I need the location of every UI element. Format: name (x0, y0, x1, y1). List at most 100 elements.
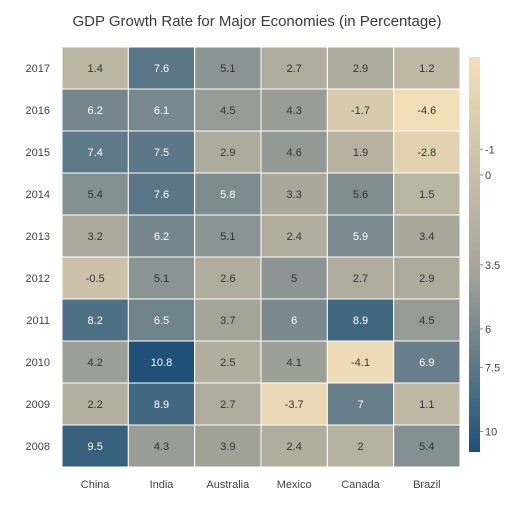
heatmap-cell (61, 172, 129, 216)
cell-value-label: 4.5 (419, 315, 434, 327)
heatmap-cell (326, 172, 395, 216)
heatmap-cell (326, 130, 395, 174)
heatmap-cell (393, 46, 461, 90)
y-tick-label: 2008 (26, 441, 50, 453)
cell-value-label: 8.2 (88, 315, 103, 327)
y-tick-label: 2009 (26, 399, 50, 411)
cell-value-label: 5 (291, 273, 297, 285)
legend-tick-label: -1 (485, 144, 495, 156)
cell-value-label: -1.7 (351, 105, 370, 117)
heatmap-cell (260, 214, 328, 258)
cell-value-label: 5.4 (419, 441, 434, 453)
cell-value-label: 7.6 (154, 189, 169, 201)
cell-value-label: 2.9 (419, 273, 434, 285)
cell-value-label: 5.9 (353, 231, 368, 243)
heatmap-cell (127, 424, 196, 468)
cell-value-label: 10.8 (151, 357, 172, 369)
legend-tick-label: 0 (485, 170, 491, 182)
cell-value-label: 3.7 (220, 315, 235, 327)
cell-value-label: 3.2 (88, 231, 103, 243)
cell-value-label: 4.1 (287, 357, 302, 369)
cell-value-label: 7.4 (88, 147, 103, 159)
cell-value-label: 2.9 (220, 147, 235, 159)
cell-value-label: 5.1 (220, 231, 235, 243)
cell-value-label: 4.3 (287, 105, 302, 117)
cell-value-label: 3.9 (220, 441, 235, 453)
heatmap-cell (326, 214, 395, 258)
y-tick-label: 2011 (26, 315, 50, 327)
heatmap-cell (326, 382, 395, 426)
heatmap-cell (194, 214, 262, 258)
heatmap-cell (194, 298, 262, 342)
y-tick-label: 2010 (26, 357, 50, 369)
y-tick-label: 2014 (26, 189, 50, 201)
cell-value-label: 2.7 (287, 63, 302, 75)
cell-value-label: 4.5 (220, 105, 235, 117)
x-tick-label: Canada (341, 479, 380, 491)
cell-value-label: 5.6 (353, 189, 368, 201)
heatmap-cell (61, 46, 129, 90)
chart-title: GDP Growth Rate for Major Economies (in … (72, 13, 441, 30)
y-tick-label: 2016 (26, 105, 50, 117)
cell-value-label: 1.9 (353, 147, 368, 159)
heatmap-cell (393, 130, 461, 174)
legend-tick-label: 10 (485, 426, 497, 438)
cell-value-label: 4.6 (287, 147, 302, 159)
cell-value-label: 2.9 (353, 63, 368, 75)
cell-value-label: 1.1 (419, 399, 434, 411)
heatmap-cell (194, 46, 262, 90)
cell-value-label: -2.8 (417, 147, 436, 159)
x-tick-label: India (150, 479, 175, 491)
heatmap-cell (194, 340, 262, 384)
heatmap-cell (194, 382, 262, 426)
cell-value-label: 7.6 (154, 63, 169, 75)
cell-value-label: 6.5 (154, 315, 169, 327)
x-axis-ticks: China India Australia Mexico Canada Brazil (81, 479, 441, 491)
cell-value-label: 6.2 (88, 105, 103, 117)
y-axis-ticks: 2017 2016 2015 2014 2013 2012 2011 2010 2009 2008 (26, 63, 50, 453)
cell-value-label: 5.1 (220, 63, 235, 75)
heatmap-cell (326, 424, 395, 468)
cell-value-label: 8.9 (353, 315, 368, 327)
heatmap-cell (127, 46, 196, 90)
heatmap-cell (393, 340, 461, 384)
cell-value-label: 3.4 (419, 231, 434, 243)
heatmap-cell (326, 340, 395, 384)
cell-value-label: 1.2 (419, 63, 434, 75)
heatmap-cell (393, 172, 461, 216)
cell-value-label: 1.4 (88, 63, 103, 75)
heatmap-cell (393, 88, 461, 132)
heatmap-cell (61, 382, 129, 426)
cell-value-label: 7.5 (154, 147, 169, 159)
cell-value-label: 2.4 (287, 441, 302, 453)
heatmap-cell (127, 130, 196, 174)
heatmap-cell (127, 172, 196, 216)
heatmap-cell (61, 424, 129, 468)
heatmap-cell (260, 298, 328, 342)
heatmap-cell (393, 424, 461, 468)
heatmap-cell (393, 298, 461, 342)
x-tick-label: Mexico (277, 479, 312, 491)
y-tick-label: 2017 (26, 63, 50, 75)
cell-value-label: -4.1 (351, 357, 370, 369)
heatmap-cell (61, 298, 129, 342)
cell-value-label: 2.6 (220, 273, 235, 285)
cell-value-label: 6 (291, 315, 297, 327)
cell-value-label: 8.9 (154, 399, 169, 411)
cell-value-label: 3.3 (287, 189, 302, 201)
cell-value-label: 5.1 (154, 273, 169, 285)
heatmap-cell (393, 382, 461, 426)
heatmap-cells: 1.4 7.6 5.1 2.7 2.9 1.2 6.2 6.1 4.5 4.3 -1.7 -4.6 7.… (61, 46, 461, 468)
cell-value-label: 2.7 (220, 399, 235, 411)
cell-value-label: 5.8 (220, 189, 235, 201)
cell-value-label: 1.5 (419, 189, 434, 201)
heatmap-cell (61, 340, 129, 384)
heatmap-cell (61, 214, 129, 258)
heatmap-cell (127, 88, 196, 132)
heatmap-cell (194, 172, 262, 216)
y-tick-label: 2015 (26, 147, 50, 159)
legend-tick-label: 7.5 (485, 362, 500, 374)
heatmap-cell (393, 214, 461, 258)
cell-value-label: 6.2 (154, 231, 169, 243)
heatmap-cell (194, 424, 262, 468)
